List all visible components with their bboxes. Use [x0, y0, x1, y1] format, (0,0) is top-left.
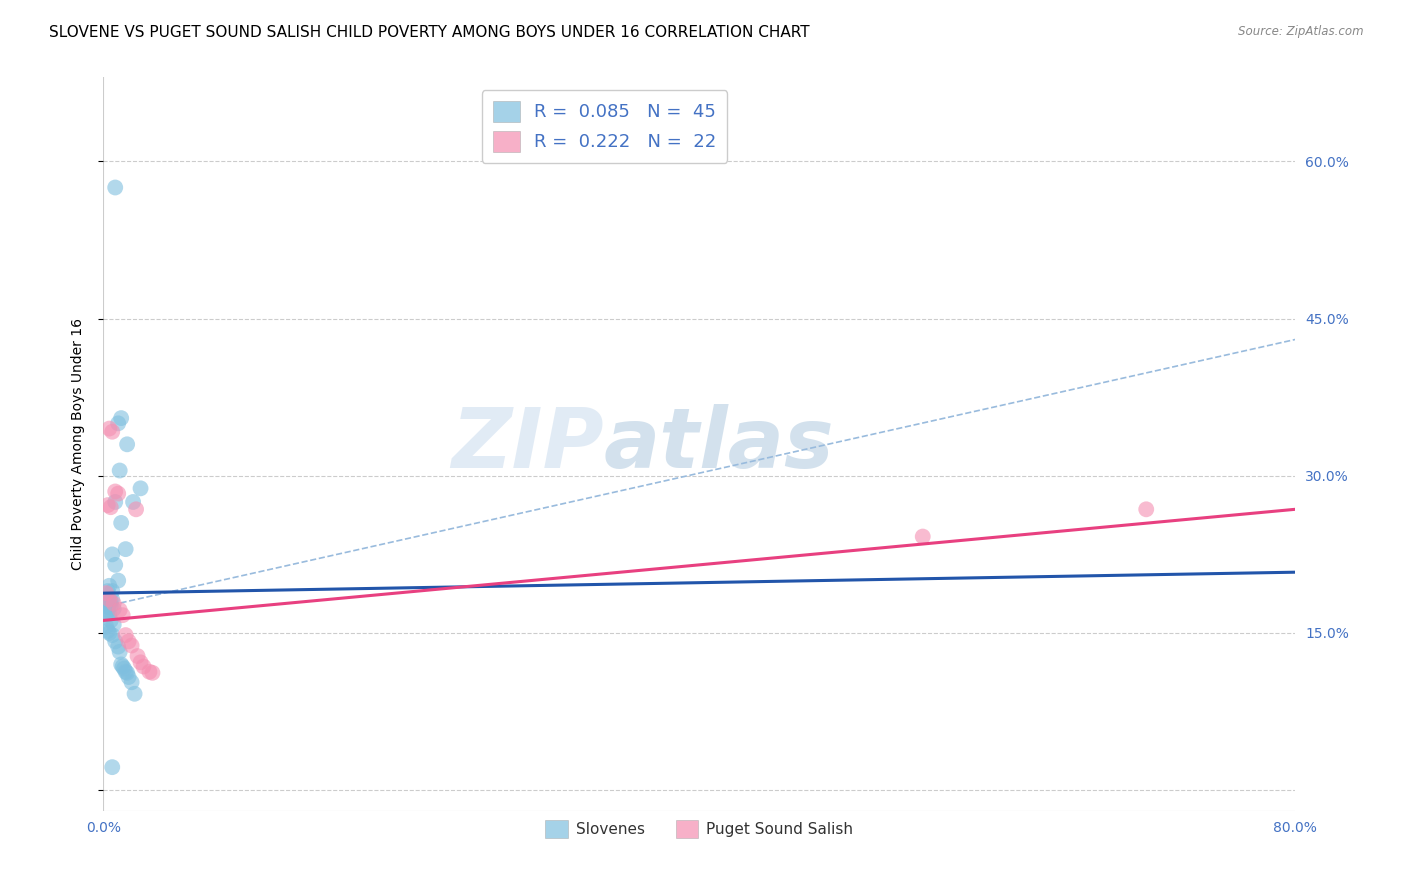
Point — [97, 603, 120, 617]
Point — [107, 486, 129, 500]
Point — [104, 180, 127, 194]
Point — [114, 542, 136, 557]
Point — [108, 603, 131, 617]
Point — [100, 599, 122, 613]
Point — [96, 594, 118, 608]
Point — [101, 628, 124, 642]
Point — [115, 665, 138, 680]
Point — [104, 634, 127, 648]
Point — [98, 592, 121, 607]
Point — [132, 659, 155, 673]
Point — [100, 594, 122, 608]
Point — [121, 639, 143, 653]
Point — [110, 657, 132, 672]
Point — [138, 665, 160, 679]
Point — [97, 599, 120, 614]
Point — [115, 437, 138, 451]
Point — [104, 484, 127, 499]
Point — [98, 579, 121, 593]
Point — [100, 500, 122, 515]
Point — [103, 602, 125, 616]
Y-axis label: Child Poverty Among Boys Under 16: Child Poverty Among Boys Under 16 — [72, 318, 86, 570]
Point — [103, 597, 125, 611]
Point — [108, 463, 131, 477]
Point — [97, 624, 120, 638]
Point — [96, 607, 118, 621]
Point — [98, 594, 121, 608]
Point — [97, 584, 120, 599]
Point — [98, 626, 121, 640]
Point — [129, 481, 152, 495]
Text: Source: ZipAtlas.com: Source: ZipAtlas.com — [1239, 25, 1364, 38]
Point — [127, 648, 149, 663]
Text: ZIP: ZIP — [451, 404, 605, 485]
Point — [103, 617, 125, 632]
Text: SLOVENE VS PUGET SOUND SALISH CHILD POVERTY AMONG BOYS UNDER 16 CORRELATION CHAR: SLOVENE VS PUGET SOUND SALISH CHILD POVE… — [49, 25, 810, 40]
Point — [101, 584, 124, 599]
Point — [97, 498, 120, 512]
Point — [104, 495, 127, 509]
Text: atlas: atlas — [605, 404, 835, 485]
Point — [121, 675, 143, 690]
Point — [98, 607, 121, 621]
Point — [104, 558, 127, 572]
Point — [1135, 502, 1157, 516]
Point — [911, 530, 934, 544]
Point — [100, 614, 122, 628]
Point — [141, 665, 163, 680]
Point — [114, 665, 136, 679]
Point — [110, 411, 132, 425]
Point — [96, 599, 118, 614]
Point — [124, 687, 146, 701]
Point — [117, 670, 139, 684]
Point — [129, 656, 152, 670]
Point — [114, 628, 136, 642]
Point — [112, 662, 135, 676]
Point — [101, 425, 124, 439]
Point — [107, 417, 129, 431]
Point — [101, 592, 124, 607]
Point — [125, 502, 148, 516]
Point — [108, 645, 131, 659]
Point — [111, 608, 134, 623]
Point — [111, 659, 134, 673]
Point — [101, 760, 124, 774]
Legend: Slovenes, Puget Sound Salish: Slovenes, Puget Sound Salish — [540, 814, 859, 844]
Point — [96, 620, 118, 634]
Point — [107, 640, 129, 654]
Point — [110, 516, 132, 530]
Point — [98, 421, 121, 435]
Point — [96, 586, 118, 600]
Point — [122, 495, 145, 509]
Point — [117, 634, 139, 648]
Point — [101, 547, 124, 561]
Point — [107, 574, 129, 588]
